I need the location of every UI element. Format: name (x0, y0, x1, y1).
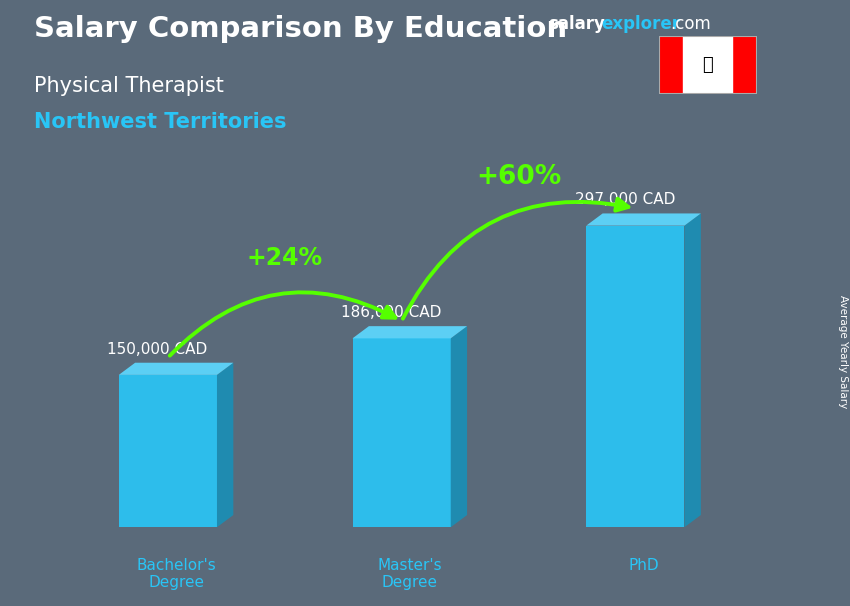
Text: Bachelor's
Degree: Bachelor's Degree (136, 558, 216, 590)
Text: explorer: explorer (601, 15, 680, 33)
Bar (732, 36, 756, 94)
Text: PhD: PhD (628, 558, 659, 573)
FancyBboxPatch shape (586, 225, 684, 527)
Text: .com: .com (671, 15, 711, 33)
Polygon shape (353, 326, 468, 338)
Text: +60%: +60% (476, 164, 561, 190)
Text: Master's
Degree: Master's Degree (377, 558, 442, 590)
Polygon shape (586, 213, 700, 225)
Text: Physical Therapist: Physical Therapist (34, 76, 224, 96)
FancyBboxPatch shape (119, 375, 217, 527)
Text: +24%: +24% (246, 246, 323, 270)
Text: 150,000 CAD: 150,000 CAD (107, 342, 207, 356)
Polygon shape (119, 363, 233, 375)
Bar (659, 36, 683, 94)
FancyBboxPatch shape (353, 338, 451, 527)
Bar (683, 36, 732, 94)
Text: 297,000 CAD: 297,000 CAD (575, 192, 675, 207)
Polygon shape (217, 363, 233, 527)
Text: 🍁: 🍁 (702, 56, 713, 74)
Text: 186,000 CAD: 186,000 CAD (341, 305, 441, 320)
Polygon shape (450, 326, 468, 527)
Text: salary: salary (548, 15, 605, 33)
Text: Average Yearly Salary: Average Yearly Salary (838, 295, 848, 408)
Text: Salary Comparison By Education: Salary Comparison By Education (34, 15, 567, 43)
Polygon shape (684, 213, 700, 527)
Text: Northwest Territories: Northwest Territories (34, 112, 286, 132)
